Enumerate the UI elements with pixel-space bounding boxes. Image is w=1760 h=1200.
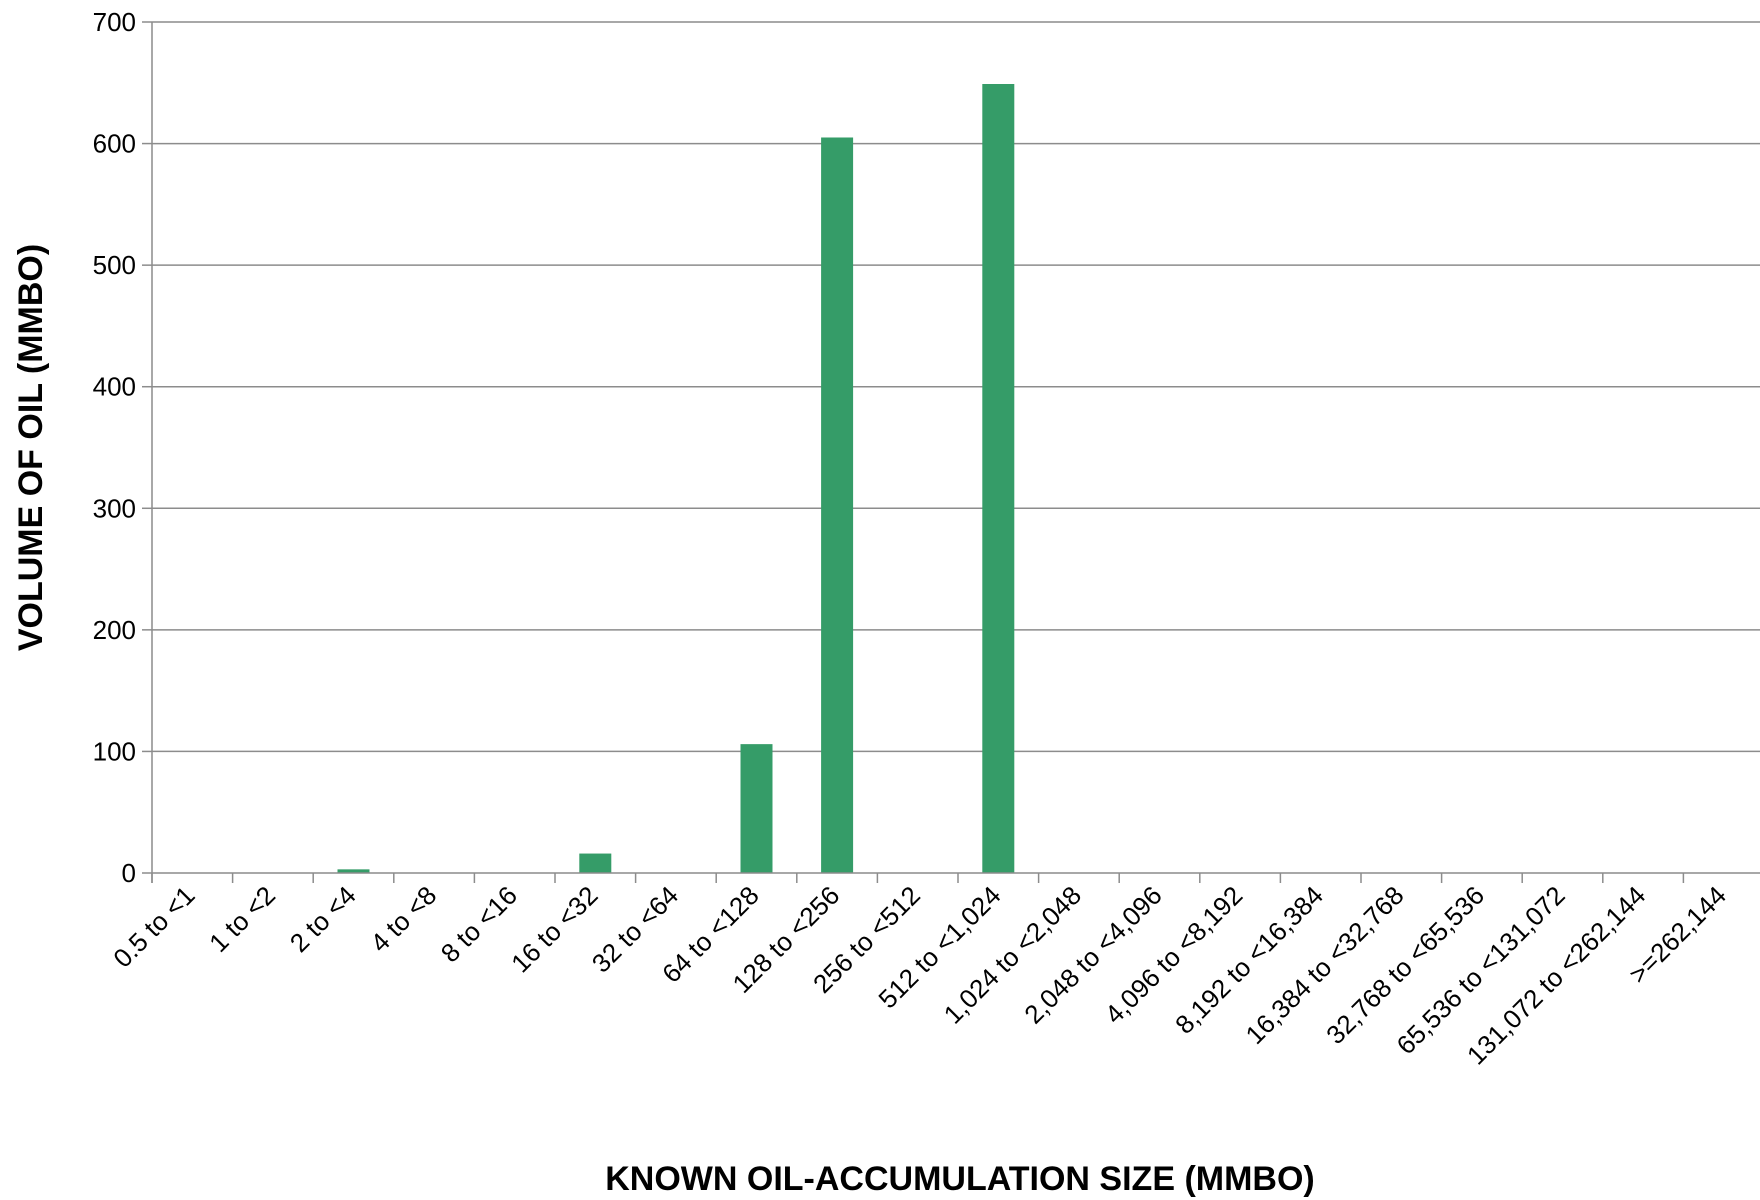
x-tick-label: 1,024 to <2,048 [938,880,1088,1030]
y-tick-label: 100 [93,736,136,766]
x-tick-label: 4 to <8 [364,880,442,958]
x-tick-label: 8,192 to <16,384 [1169,880,1329,1040]
x-tick-label: 2 to <4 [284,880,362,958]
x-tick-labels: 0.5 to <1 1 to <2 2 to <4 4 to <88 to <1616… [107,880,1732,1070]
y-tick-label: 0 [122,858,136,888]
x-tick-label: 1 to <2 [203,880,281,958]
x-tick-label: 16 to <32 [505,880,603,978]
y-tick-label: 300 [93,493,136,523]
y-axis-title: VOLUME OF OIL (MMBO) [12,244,50,651]
y-tick-label: 700 [93,7,136,37]
y-tick-label: 600 [93,129,136,159]
y-tick-labels: 0 100 200 300 400 500 600 700 [93,7,136,888]
axes [142,21,1760,883]
y-tick-label: 500 [93,250,136,280]
bar [740,744,773,873]
x-tick-label: 2,048 to <4,096 [1018,880,1168,1030]
y-tick-label: 200 [93,615,136,645]
x-tick-label: 4,096 to <8,192 [1099,880,1249,1030]
y-tick-label: 400 [93,372,136,402]
x-tick-label: 0.5 to <1 [107,880,200,973]
bar [337,869,370,873]
x-axis-title: KNOWN OIL-ACCUMULATION SIZE (MMBO) [605,1160,1314,1198]
grid-lines [152,21,1760,753]
bar [821,137,854,873]
bar [982,84,1015,874]
bar [579,853,612,873]
bars [337,84,1015,874]
